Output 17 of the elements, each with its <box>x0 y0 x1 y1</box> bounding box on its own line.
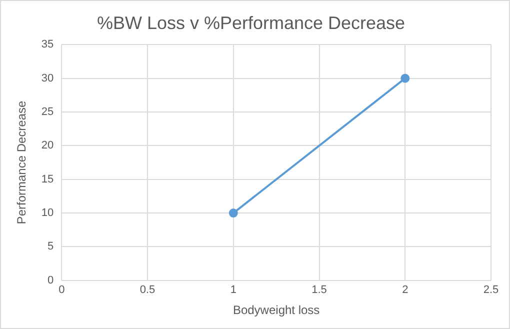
x-tick-label: 0.5 <box>140 284 156 296</box>
x-tick-label: 1 <box>230 284 236 296</box>
y-tick-label: 10 <box>41 207 54 220</box>
x-tick-label: 2 <box>402 284 408 296</box>
y-tick-label: 0 <box>48 274 54 286</box>
y-tick-label: 30 <box>41 72 54 84</box>
y-tick-label: 35 <box>41 38 54 51</box>
x-tick-label: 2.5 <box>483 284 499 296</box>
x-tick-label: 1.5 <box>312 284 327 296</box>
y-tick-label: 20 <box>41 140 54 152</box>
y-tick-label: 15 <box>41 173 54 186</box>
x-axis-title: Bodyweight loss <box>232 303 320 318</box>
chart-title: %BW Loss v %Performance Decrease <box>96 12 406 33</box>
x-tick-label: 0 <box>58 284 65 296</box>
y-tick-label: 25 <box>41 106 54 118</box>
y-tick-label: 5 <box>48 240 54 253</box>
y-axis-title: Performance Decrease <box>14 100 29 224</box>
